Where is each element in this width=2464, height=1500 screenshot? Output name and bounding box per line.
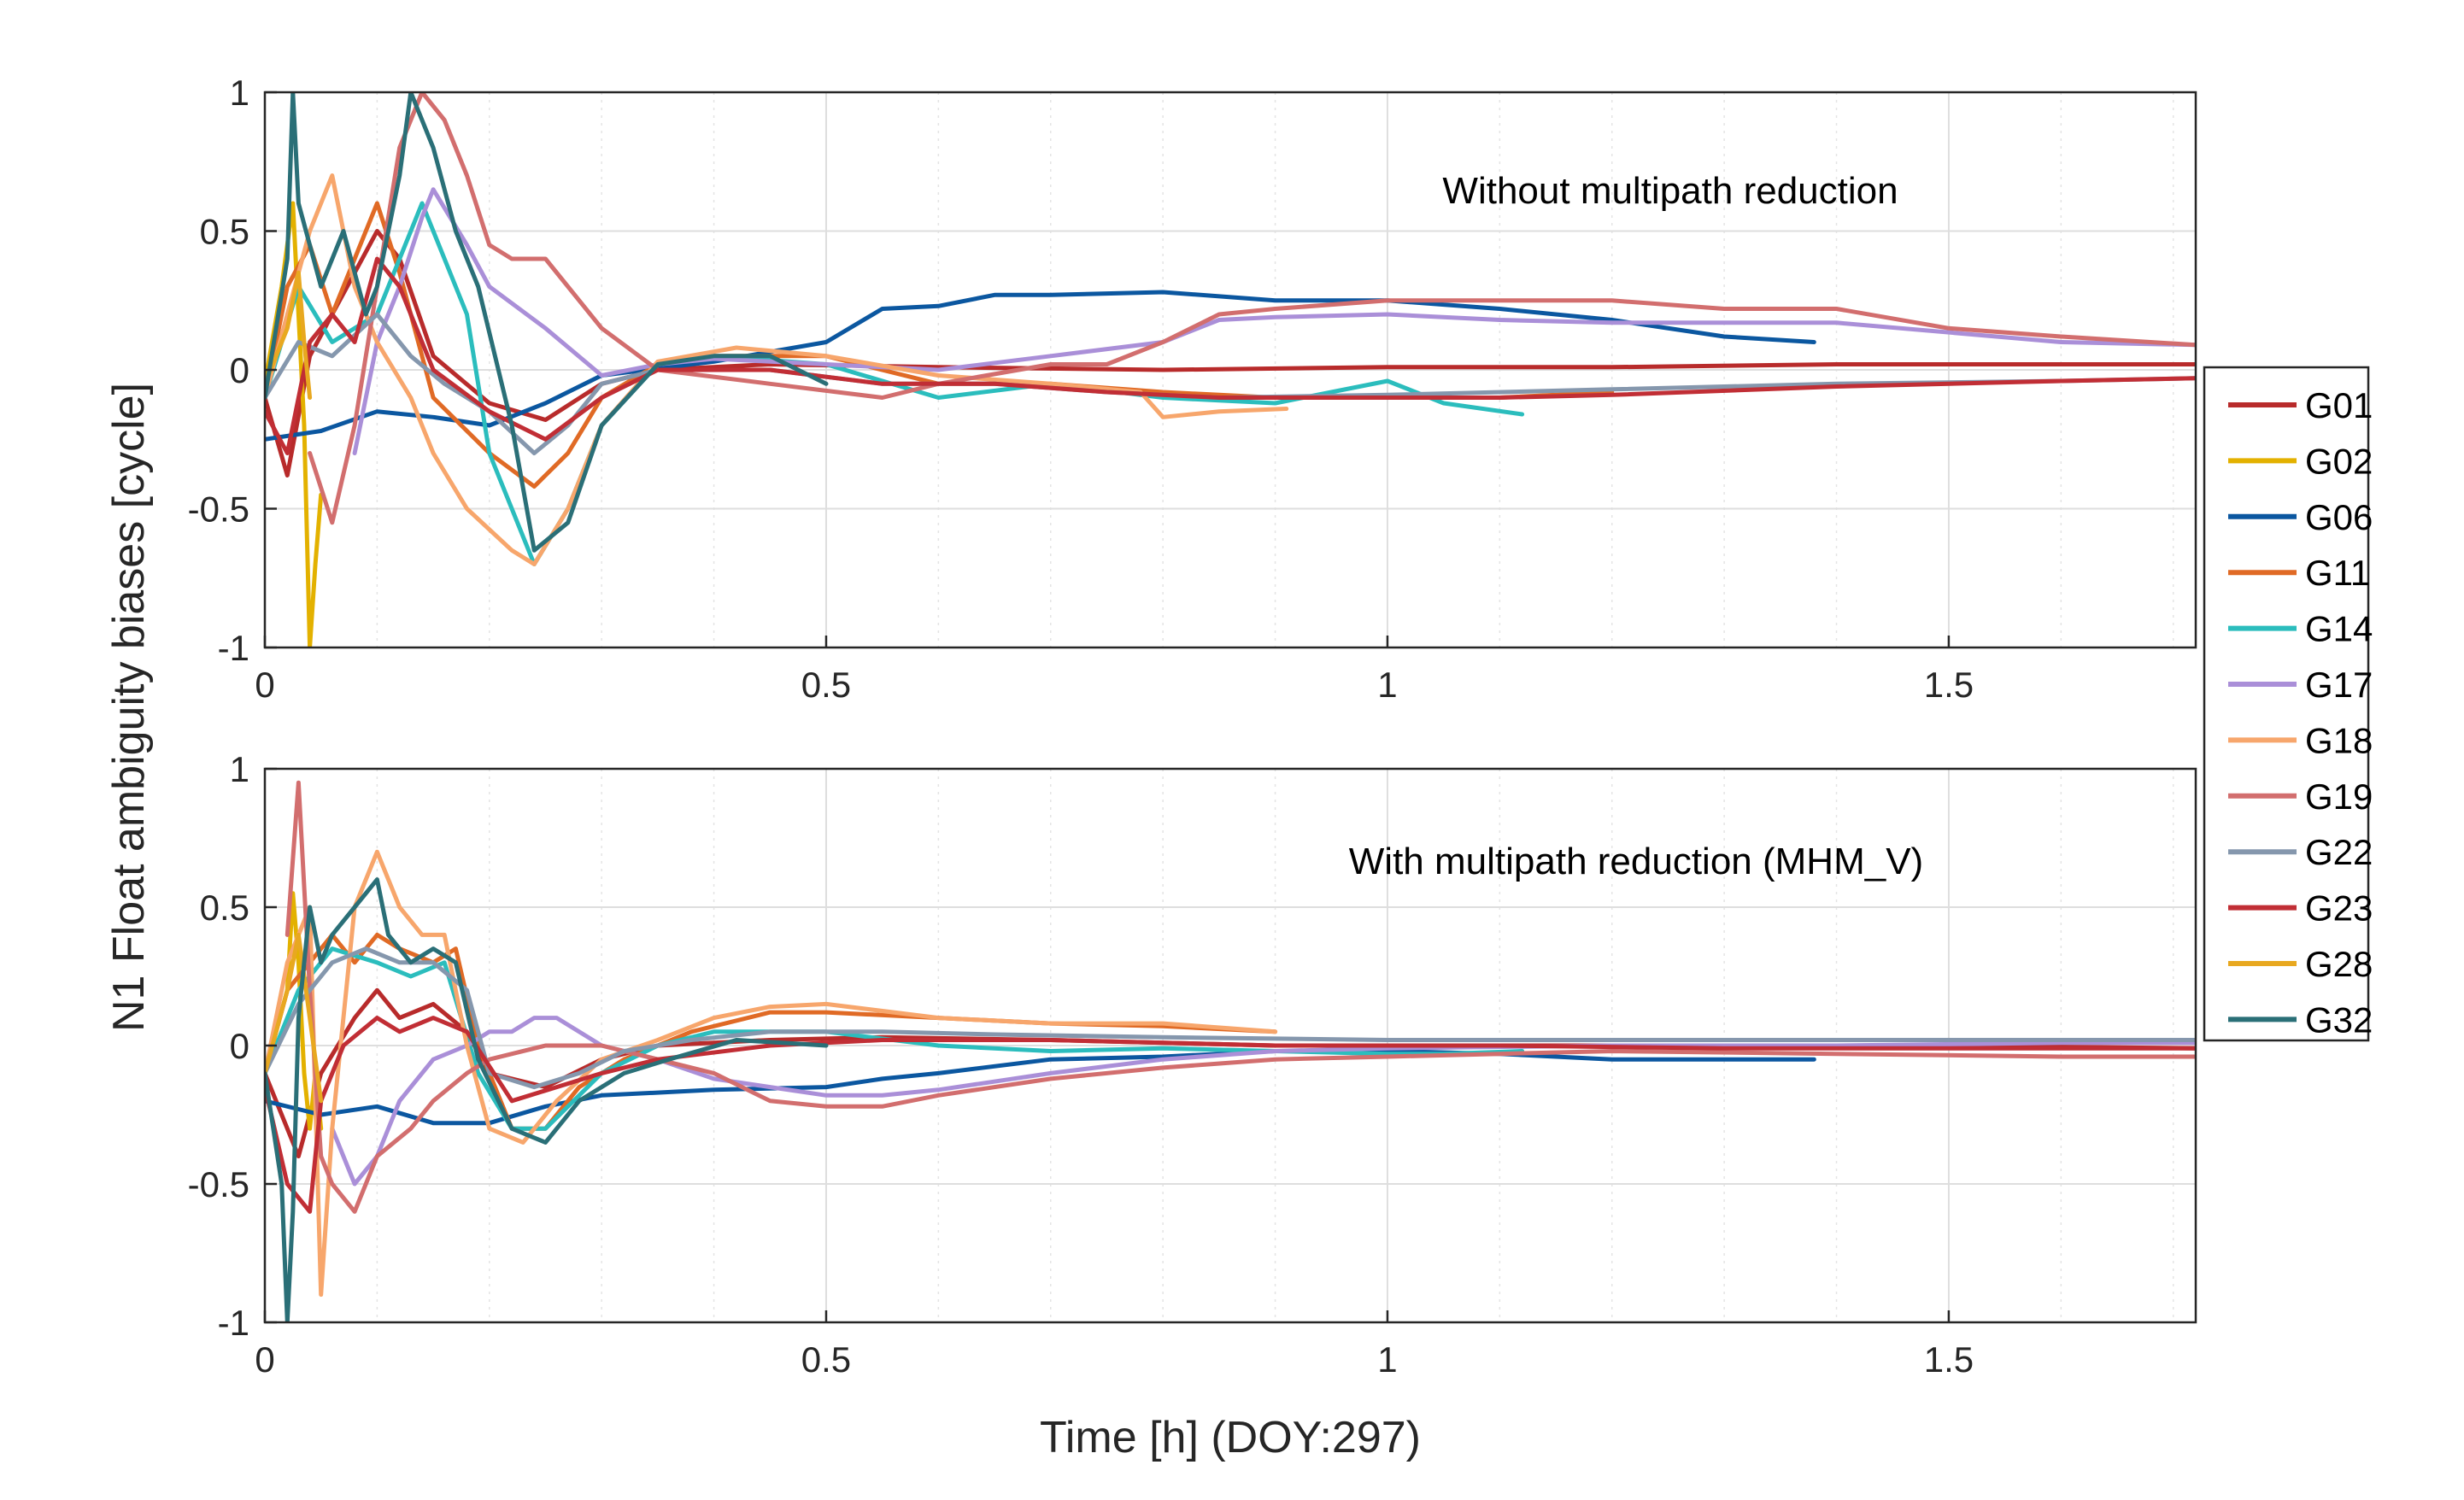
top-series-g19 — [308, 92, 2196, 525]
top-series-g32 — [265, 92, 829, 553]
bottom-x-tick-label: 0 — [255, 1339, 274, 1380]
bottom-y-tick-label: -0.5 — [188, 1164, 249, 1204]
y-axis-title: N1 Float ambiguity biases [cycle] — [104, 383, 154, 1032]
bottom-x-tick-label: 0.5 — [801, 1339, 851, 1380]
legend-label-g14: G14 — [2305, 609, 2373, 649]
x-axis-title: Time [h] (DOY:297) — [1040, 1413, 1421, 1462]
legend-label-g02: G02 — [2305, 441, 2373, 481]
bottom-annotation: With multipath reduction (MHM_V) — [1349, 841, 1923, 882]
legend-label-g17: G17 — [2305, 665, 2373, 705]
top-annotation: Without multipath reduction — [1442, 170, 1898, 212]
bottom-series-group — [265, 780, 2196, 1322]
bottom-panel: 0 0.5 1 1.5 -1 -0.5 0 0.5 1 With multipath reduc… — [188, 749, 2197, 1380]
top-x-tick-label: 0 — [255, 665, 274, 705]
legend-label-g32: G32 — [2305, 999, 2373, 1040]
bottom-series-g23 — [265, 1016, 2196, 1214]
bottom-y-tick-label: 0 — [230, 1026, 249, 1066]
top-series-g28 — [265, 270, 313, 400]
legend-label-g28: G28 — [2305, 944, 2373, 984]
legend-label-g18: G18 — [2305, 720, 2373, 760]
top-panel: 0 0.5 1 1.5 -1 -0.5 0 0.5 1 Without multipath re… — [188, 73, 2197, 705]
legend-label-g11: G11 — [2305, 553, 2370, 593]
top-series-g11 — [265, 201, 1615, 489]
top-series-g06 — [265, 290, 1816, 442]
legend-label-g22: G22 — [2305, 832, 2373, 872]
bottom-series-g18 — [265, 849, 1278, 1298]
bottom-x-tick-label: 1 — [1377, 1339, 1397, 1380]
top-y-tick-label: 0.5 — [200, 212, 249, 252]
top-y-tick-label: 1 — [230, 73, 249, 113]
top-series-g23 — [265, 256, 2196, 455]
top-series-group — [265, 92, 2196, 647]
legend-label-g19: G19 — [2305, 776, 2373, 817]
bottom-y-tick-label: 1 — [230, 749, 249, 789]
legend-label-g23: G23 — [2305, 888, 2373, 929]
legend: G01 G02 G06 G11 G14 G17 G18 G19 G22 G23 G28 G32 — [2203, 366, 2373, 1042]
top-x-tick-label: 1.5 — [1924, 665, 1974, 705]
top-tick-labels: 0 0.5 1 1.5 -1 -0.5 0 0.5 1 — [188, 73, 1974, 705]
bottom-series-g28 — [265, 932, 324, 1104]
bottom-series-g22 — [265, 946, 2196, 1090]
legend-label-g01: G01 — [2305, 385, 2373, 425]
legend-items: G01 G02 G06 G11 G14 G17 G18 G19 G22 G23 G28 G32 — [2228, 385, 2373, 1040]
bottom-x-tick-label: 1.5 — [1924, 1339, 1974, 1380]
bottom-series-g17 — [330, 1016, 2196, 1187]
top-x-tick-label: 0.5 — [801, 665, 851, 705]
top-y-tick-label: 0 — [230, 350, 249, 390]
top-y-tick-label: -1 — [218, 628, 249, 668]
top-series-g17 — [352, 187, 2196, 455]
top-y-tick-label: -0.5 — [188, 489, 249, 530]
bottom-series-g19 — [285, 780, 2196, 1214]
top-x-tick-label: 1 — [1377, 665, 1397, 705]
bottom-series-g32 — [265, 877, 829, 1322]
legend-box — [2203, 366, 2370, 1042]
legend-label-g06: G06 — [2305, 497, 2373, 537]
bottom-tick-labels: 0 0.5 1 1.5 -1 -0.5 0 0.5 1 — [188, 749, 1974, 1380]
bottom-y-tick-label: 0.5 — [200, 888, 249, 928]
bottom-y-tick-label: -1 — [218, 1303, 249, 1343]
